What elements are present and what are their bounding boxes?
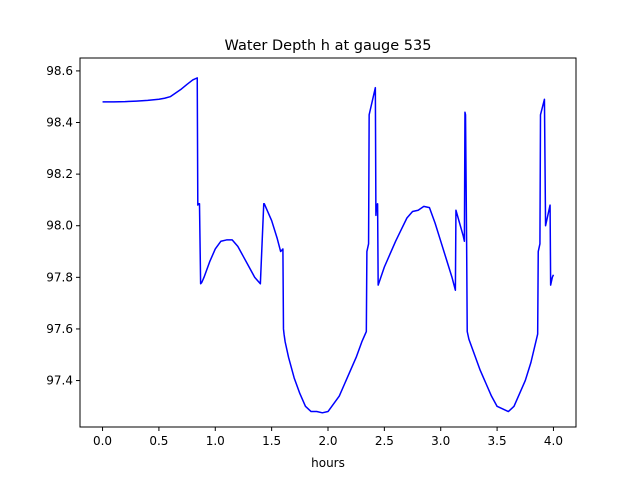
series-line-1 [102,77,555,414]
x-tick-label: 3.5 [488,434,507,448]
y-tick-label: 98.4 [46,116,73,130]
y-tick-label: 98.0 [46,219,73,233]
x-tick-label: 1.5 [262,434,281,448]
x-tick-label: 2.0 [318,434,337,448]
y-tick-label: 98.2 [46,167,73,181]
x-axis: 0.0 0.5 1.0 1.5 2.0 2.5 3.0 3.5 4.0 [93,427,563,448]
y-tick-label: 97.4 [46,374,73,388]
y-axis: 97.4 97.6 97.8 98.0 98.2 98.4 98.6 [46,64,80,388]
x-tick-label: 4.0 [544,434,563,448]
plot-area [102,77,555,414]
y-tick-label: 97.8 [46,270,73,284]
x-tick-label: 1.0 [206,434,225,448]
y-tick-label: 98.6 [46,64,73,78]
y-tick-label: 97.6 [46,322,73,336]
x-axis-label: hours [311,456,345,470]
x-tick-label: 3.0 [431,434,450,448]
x-tick-label: 0.0 [93,434,112,448]
chart-title: Water Depth h at gauge 535 [225,38,432,54]
x-tick-label: 2.5 [375,434,394,448]
x-tick-label: 0.5 [149,434,168,448]
